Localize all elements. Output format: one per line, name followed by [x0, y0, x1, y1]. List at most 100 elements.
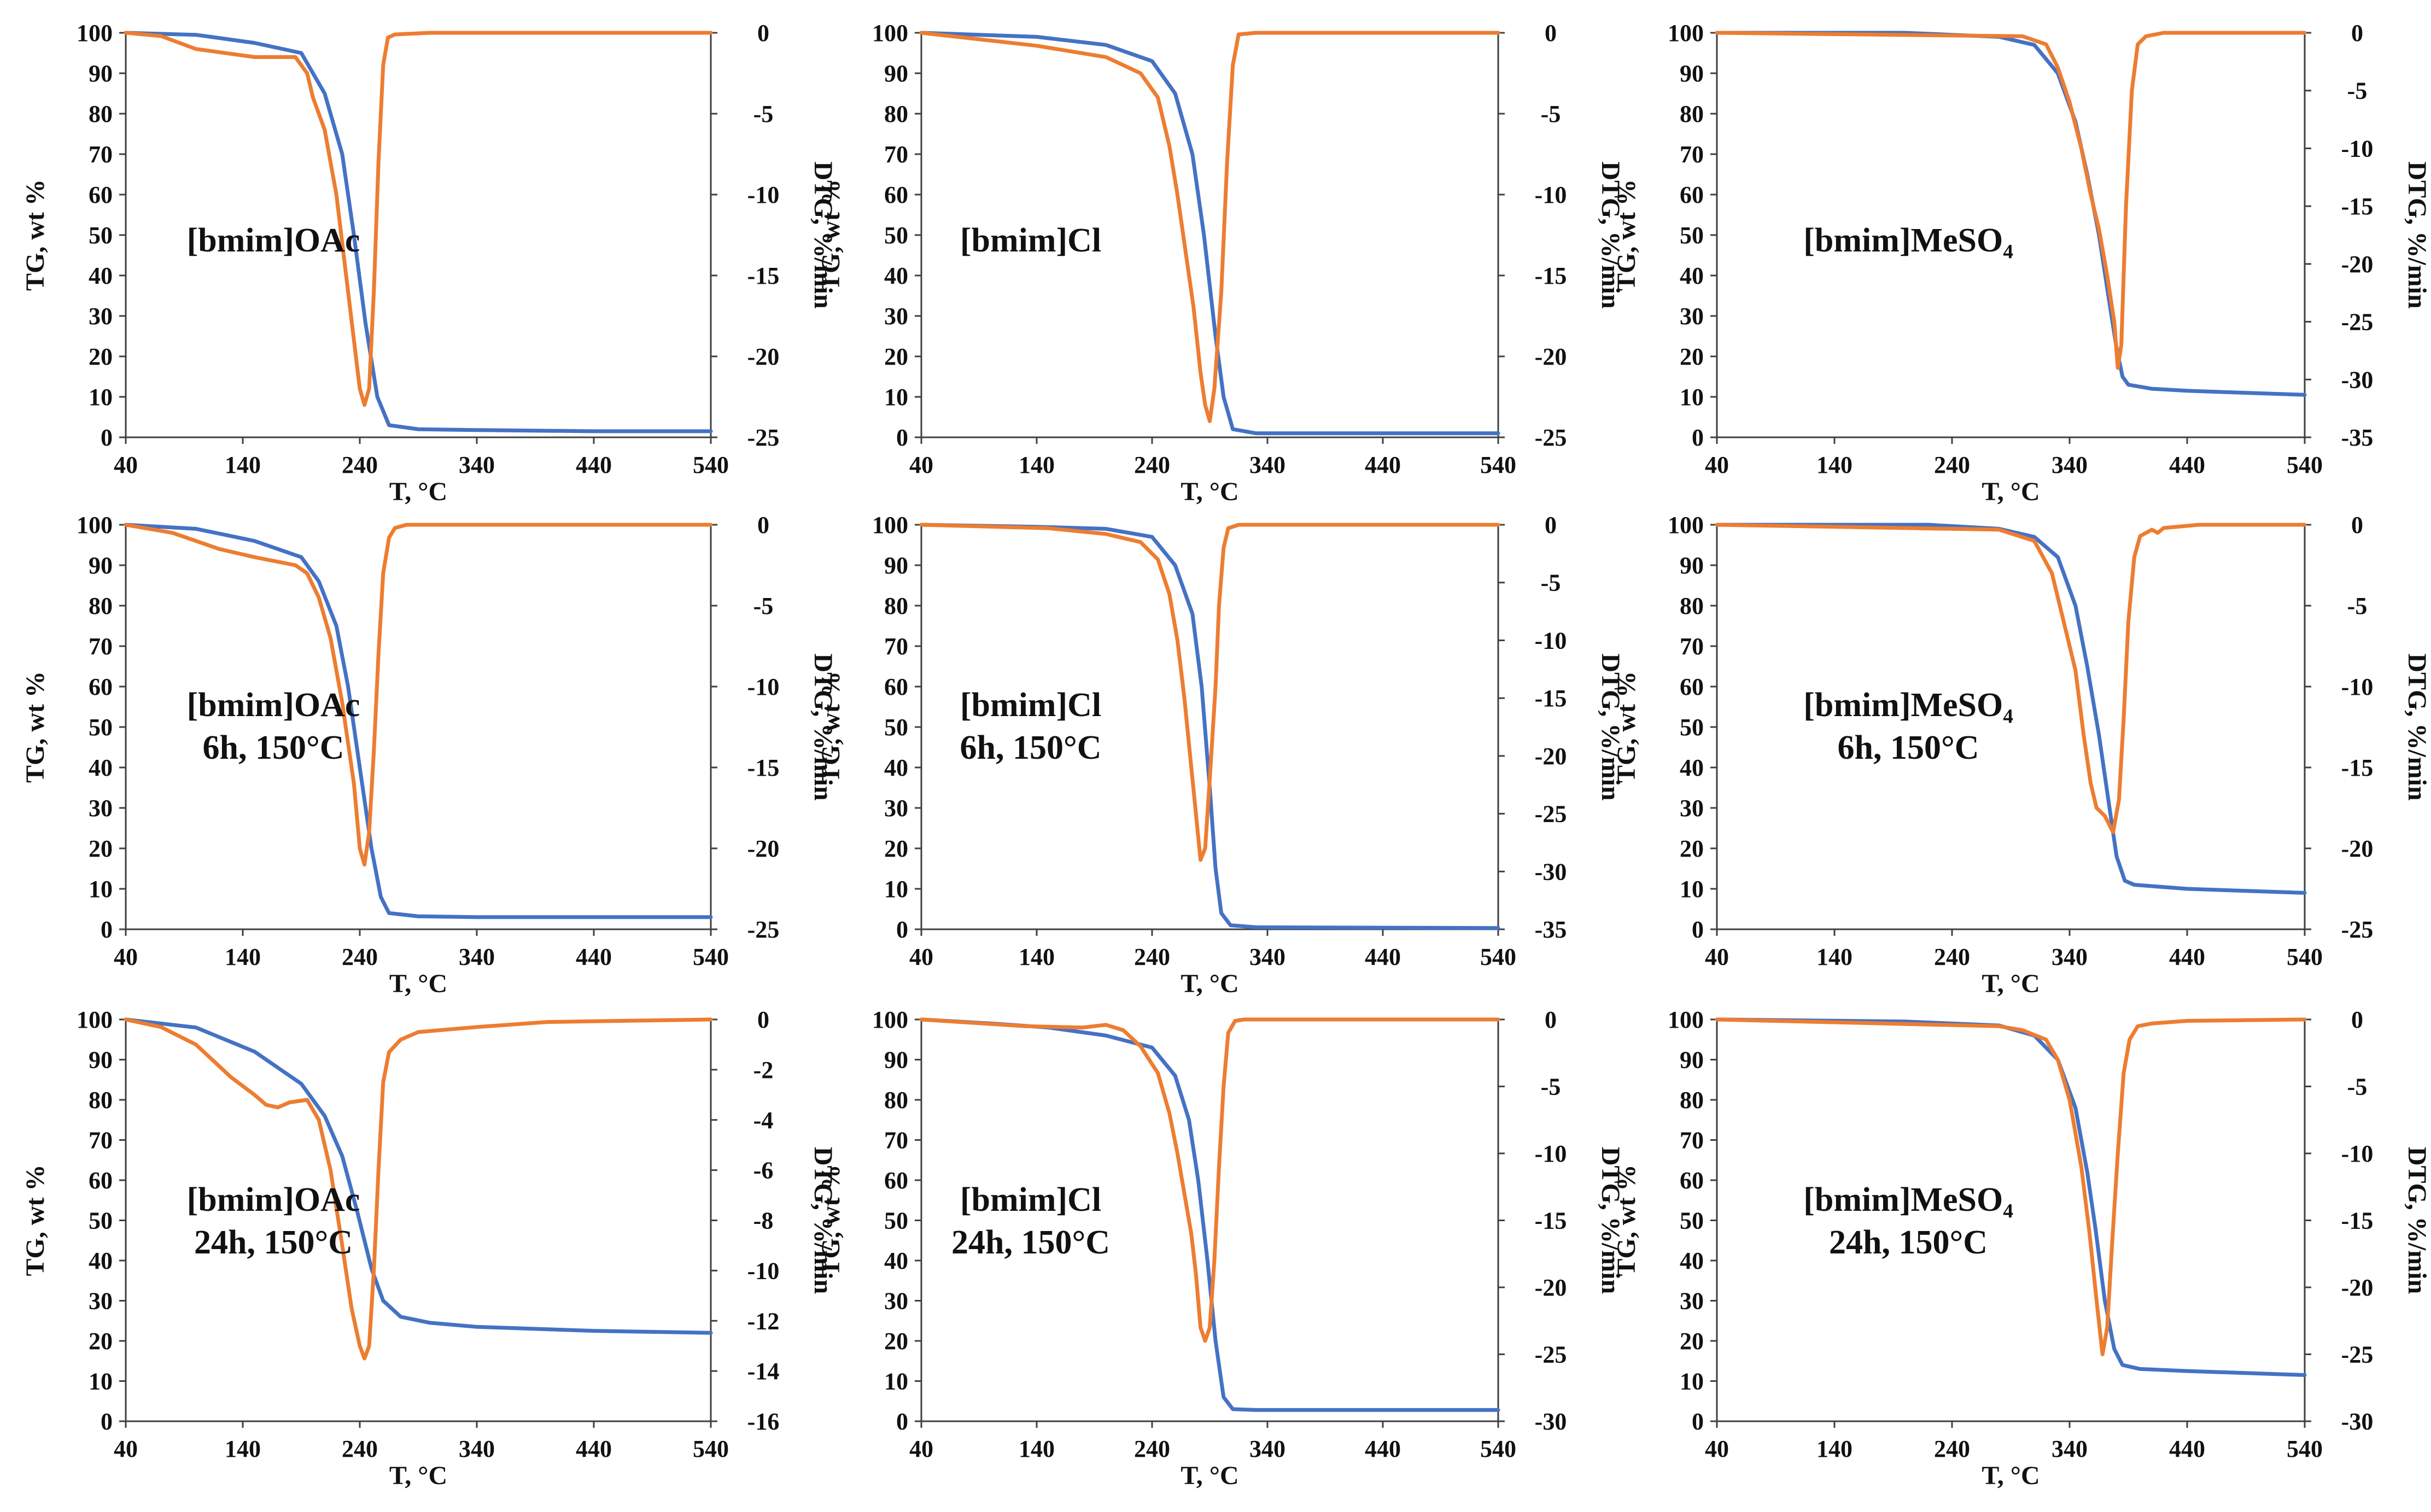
- dtg-series-line: [919, 31, 1500, 423]
- x-tick-label: 440: [576, 943, 612, 970]
- tg-tick-label: 100: [1668, 512, 1704, 538]
- chart-panel-1: 40 140 240 340 440 540 0 10 20 30 40 50 60 70 80 90 100 0…: [21, 20, 838, 506]
- tg-tick-label: 90: [884, 60, 908, 87]
- dtg-tick-label: -10: [1535, 1140, 1567, 1167]
- dtg-tick-label: -15: [2341, 1208, 2374, 1234]
- tg-tick-label: 90: [89, 60, 113, 87]
- dtg-tick-label: -4: [753, 1107, 774, 1134]
- tg-tick-label: 30: [1680, 303, 1704, 330]
- dtg-tick-label: -15: [1535, 262, 1567, 289]
- x-tick-label: 140: [1019, 452, 1055, 478]
- dtg-tick-label: -5: [1541, 570, 1561, 596]
- dtg-tick-label: -5: [753, 593, 774, 619]
- tg-tick-label: 30: [1680, 795, 1704, 822]
- tg-tick-label: 80: [884, 1087, 908, 1114]
- x-axis-title: T, °C: [1181, 969, 1238, 998]
- dtg-tick-label: -20: [747, 343, 780, 370]
- dtg-tick-label: 0: [757, 512, 769, 538]
- tg-axis-title: TG, wt %: [21, 671, 50, 783]
- dtg-axis-title: DTG, %/min: [809, 161, 838, 308]
- dtg-tick-label: 0: [2351, 20, 2363, 46]
- tg-tick-label: 50: [884, 714, 908, 741]
- x-axis-title: T, °C: [389, 477, 447, 506]
- sample-label: [bmim]Cl: [960, 1181, 1101, 1218]
- x-axis-title: T, °C: [389, 1461, 447, 1490]
- tg-tick-label: 20: [89, 835, 113, 862]
- dtg-tick-label: -20: [1535, 743, 1567, 770]
- dtg-tick-label: -10: [747, 181, 780, 208]
- x-tick-label: 40: [909, 1435, 933, 1462]
- sample-label: [bmim]Cl: [960, 687, 1101, 724]
- tg-tick-label: 80: [1680, 593, 1704, 619]
- sample-label: [bmim]MeSO₄: [1803, 1181, 2013, 1218]
- tg-axis-title: TG, wt %: [1612, 1165, 1641, 1276]
- tg-tick-label: 40: [1680, 1247, 1704, 1274]
- tg-tick-label: 80: [89, 1087, 113, 1114]
- dtg-series-line: [919, 1017, 1500, 1343]
- x-tick-label: 240: [1934, 1435, 1970, 1462]
- dtg-tick-label: -20: [2341, 1274, 2374, 1301]
- x-tick-label: 540: [2287, 452, 2323, 478]
- dtg-tick-label: -15: [1535, 685, 1567, 712]
- tg-tick-label: 90: [89, 552, 113, 579]
- x-axis-title: T, °C: [1982, 1461, 2040, 1490]
- x-tick-label: 540: [2287, 943, 2323, 970]
- tg-tick-label: 60: [89, 1167, 113, 1194]
- x-tick-label: 40: [1705, 452, 1729, 478]
- sample-label: 6h, 150°C: [960, 729, 1101, 766]
- tg-tick-label: 20: [1680, 1328, 1704, 1355]
- dtg-tick-label: -10: [1535, 627, 1567, 654]
- chart-panel-6: 40 140 240 340 440 540 0 10 20 30 40 50 60 70 80 90 100 0…: [1612, 512, 2431, 998]
- dtg-tick-label: -5: [1541, 101, 1561, 127]
- dtg-tick-label: -30: [1535, 1408, 1567, 1435]
- tg-tick-label: 40: [884, 262, 908, 289]
- tg-tick-label: 80: [89, 101, 113, 127]
- chart-panel-4: 40 140 240 340 440 540 0 10 20 30 40 50 60 70 80 90 100 0…: [21, 512, 838, 998]
- x-tick-label: 540: [2287, 1435, 2323, 1462]
- sample-label: [bmim]Cl: [960, 222, 1101, 259]
- tg-tick-label: 70: [1680, 1127, 1704, 1154]
- tg-tick-label: 10: [1680, 1368, 1704, 1395]
- x-tick-label: 340: [1249, 943, 1285, 970]
- tg-axis-title: TG, wt %: [816, 1165, 845, 1276]
- tg-tick-label: 40: [89, 262, 113, 289]
- tg-tick-label: 10: [884, 384, 908, 411]
- x-tick-label: 140: [1019, 1435, 1055, 1462]
- x-tick-label: 440: [2169, 452, 2205, 478]
- tg-tick-label: 70: [1680, 141, 1704, 168]
- dtg-axis-title: DTG, %/min: [1596, 161, 1625, 308]
- x-tick-label: 240: [1934, 943, 1970, 970]
- dtg-series-line: [1715, 523, 2307, 834]
- tg-tick-label: 0: [1692, 1408, 1704, 1435]
- tg-tick-label: 60: [1680, 673, 1704, 700]
- chart-panel-9: 40 140 240 340 440 540 0 10 20 30 40 50 60 70 80 90 100 0…: [1612, 1006, 2431, 1490]
- dtg-tick-label: -30: [1535, 858, 1567, 885]
- dtg-tick-label: -20: [747, 835, 780, 862]
- tg-tick-label: 70: [89, 141, 113, 168]
- dtg-tick-label: -25: [2341, 916, 2374, 943]
- tg-tick-label: 20: [884, 343, 908, 370]
- tg-tick-label: 80: [1680, 101, 1704, 127]
- dtg-tick-label: 0: [2351, 512, 2363, 538]
- tg-tick-label: 40: [884, 1247, 908, 1274]
- x-tick-label: 340: [2052, 452, 2088, 478]
- tg-tick-label: 80: [1680, 1087, 1704, 1114]
- tg-tick-label: 30: [1680, 1288, 1704, 1315]
- tg-tick-label: 100: [872, 1006, 908, 1033]
- tg-tick-label: 0: [896, 916, 908, 943]
- dtg-tick-label: -10: [1535, 181, 1567, 208]
- tg-tick-label: 40: [884, 754, 908, 781]
- tg-tick-label: 100: [77, 512, 113, 538]
- dtg-tick-label: -15: [747, 754, 780, 781]
- tg-tick-label: 10: [884, 876, 908, 902]
- dtg-axis-title: DTG, %/min: [2403, 653, 2431, 800]
- x-tick-label: 240: [1934, 452, 1970, 478]
- dtg-tick-label: -20: [1535, 1274, 1567, 1301]
- tg-tick-label: 60: [89, 673, 113, 700]
- tg-tick-label: 100: [77, 1006, 113, 1033]
- tg-tick-label: 50: [1680, 222, 1704, 249]
- x-tick-label: 240: [1134, 1435, 1170, 1462]
- dtg-tick-label: -10: [747, 1257, 780, 1284]
- dtg-tick-label: -25: [2341, 309, 2374, 336]
